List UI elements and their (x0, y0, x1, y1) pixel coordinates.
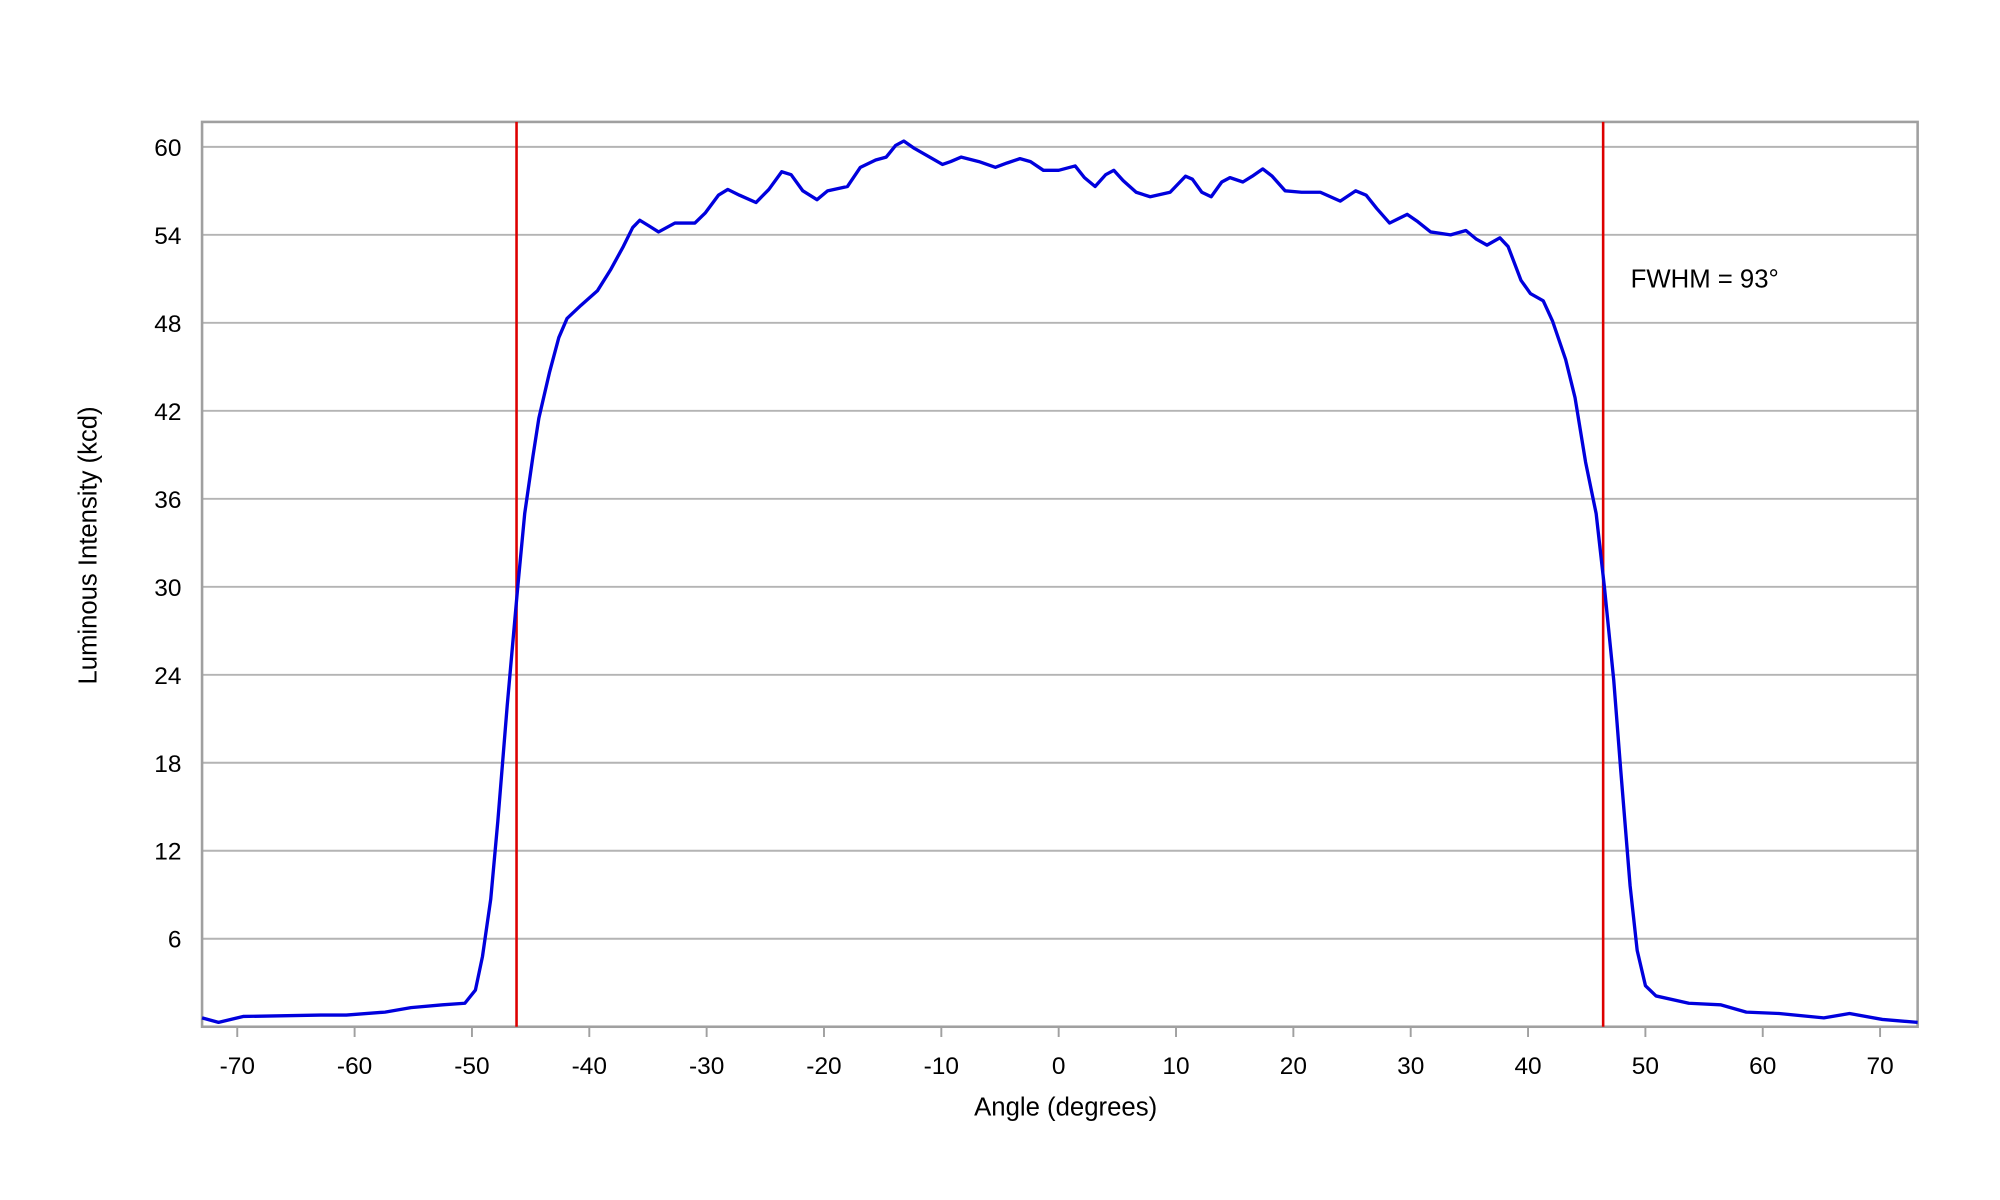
y-tick-label: 30 (154, 575, 181, 602)
x-tick-label: 0 (1052, 1053, 1066, 1080)
y-tick-label: 18 (154, 751, 181, 778)
plot-frame (200, 120, 1919, 1029)
y-tick-label: 48 (154, 311, 181, 338)
y-axis-label: Luminous Intensity (kcd) (74, 406, 102, 684)
x-axis-label: Angle (degrees) (974, 1093, 1157, 1121)
x-tick-label: 10 (1162, 1053, 1189, 1080)
series-line (201, 139, 1918, 1025)
y-tick-label: 36 (154, 487, 181, 514)
x-tick-label: -10 (924, 1053, 959, 1080)
x-tick-label: 50 (1632, 1053, 1659, 1080)
y-tick-label: 60 (154, 135, 181, 162)
x-tick-label: -70 (220, 1053, 255, 1080)
y-tick-labels: 6 12 18 24 30 36 42 48 54 60 (154, 135, 181, 954)
x-tick-label: 70 (1866, 1053, 1893, 1080)
x-tick-label: 40 (1514, 1053, 1541, 1080)
x-tick-label: -20 (806, 1053, 841, 1080)
y-tick-label: 24 (154, 663, 181, 690)
fwhm-annotation: FWHM = 93° (1631, 266, 1779, 294)
x-tick-label: -40 (572, 1053, 607, 1080)
x-tick-label: -60 (337, 1053, 372, 1080)
x-tick-label: 60 (1749, 1053, 1776, 1080)
x-tick-label: -50 (454, 1053, 489, 1080)
grid-lines (202, 145, 1918, 940)
x-tick-labels: -70 -60 -50 -40 -30 -20 -10 0 10 20 30 40 50 60 70 (220, 1026, 1894, 1080)
x-tick-label: 20 (1280, 1053, 1307, 1080)
y-tick-label: 42 (154, 399, 181, 426)
y-tick-label: 6 (168, 927, 182, 954)
y-tick-label: 12 (154, 839, 181, 866)
y-tick-label: 54 (154, 223, 181, 250)
fwhm-markers (515, 121, 1605, 1027)
x-tick-label: 30 (1397, 1053, 1424, 1080)
x-tick-label: -30 (689, 1053, 724, 1080)
